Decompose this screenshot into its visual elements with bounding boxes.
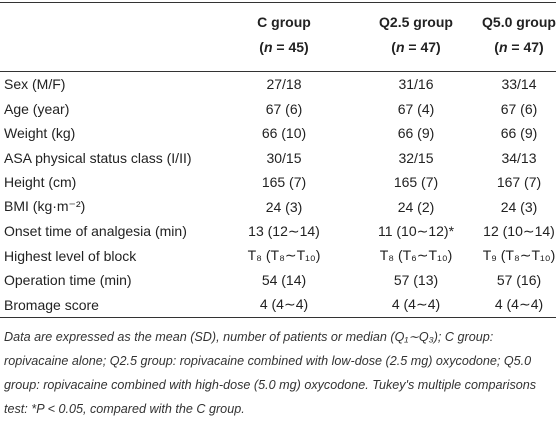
table-row: ASA physical status class (I/II) 30/15 32/… (0, 146, 556, 171)
row-label: Age (year) (4, 100, 70, 117)
table-cell: T₉ (T₈∼T₁₀) (482, 247, 556, 264)
header-row: C group Q2.5 group Q5.0 group (0, 2, 556, 37)
table-cell: 12 (10∼14) (483, 222, 555, 239)
row-label: Onset time of analgesia (min) (4, 223, 187, 240)
table-row: Weight (kg) 66 (10) 66 (9) 66 (9) (0, 121, 556, 146)
header-row: (n = 45) (n = 47) (n = 47) (0, 37, 556, 72)
row-label: ASA physical status class (I/II) (4, 149, 192, 166)
table-cell: 66 (10) (261, 125, 307, 142)
column-count: (n = 47) (482, 37, 556, 72)
count-part: ( (391, 39, 396, 55)
table-row: Onset time of analgesia (min) 13 (12∼14) 1… (0, 219, 556, 244)
row-label: Bromage score (0, 292, 218, 318)
row-label: BMI (kg·m⁻²) (4, 198, 86, 215)
table-cell: 30/15 (266, 149, 302, 166)
table-cell: 13 (12∼14) (248, 222, 320, 239)
count-part: n (263, 39, 273, 55)
count-part: n (498, 39, 508, 55)
table-cell: 24 (3) (500, 198, 538, 215)
count-part: ( (494, 39, 499, 55)
table-cell: 167 (7) (496, 174, 542, 191)
count-part: = 47) (507, 39, 544, 55)
table-cell: 66 (9) (500, 125, 538, 142)
table-cell: 54 (14) (261, 272, 307, 289)
table-cell: 67 (4) (397, 100, 435, 117)
table-cell: 24 (2) (397, 198, 435, 215)
table-cell: 165 (7) (261, 174, 307, 191)
table-cell: 4 (4∼4) (218, 292, 350, 318)
table-row: Operation time (min) 54 (14) 57 (13) 57 (16… (0, 268, 556, 293)
count-part: = 47) (404, 39, 441, 55)
data-table: C group Q2.5 group Q5.0 group (n = 45) (n =… (0, 2, 556, 318)
table-row: Sex (M/F) 27/18 31/16 33/14 (0, 72, 556, 97)
table-cell: T₈ (T₈∼T₁₀) (247, 247, 321, 264)
table-row: Age (year) 67 (6) 67 (4) 67 (6) (0, 97, 556, 122)
table-cell: 34/13 (501, 149, 537, 166)
header-cell (0, 37, 218, 72)
table-cell: 165 (7) (393, 174, 439, 191)
table-cell: 31/16 (398, 76, 434, 93)
table-header: C group Q2.5 group Q5.0 group (n = 45) (n =… (0, 2, 556, 72)
table-row: Bromage score 4 (4∼4) 4 (4∼4) 4 (4∼4) (0, 292, 556, 318)
table-cell: 24 (3) (265, 198, 303, 215)
table-note: Data are expressed as the mean (SD), num… (4, 330, 537, 416)
header-cell (0, 2, 218, 37)
row-label: Sex (M/F) (4, 76, 66, 93)
row-label: Height (cm) (4, 174, 77, 191)
table-cell: 11 (10∼12)* (377, 222, 455, 239)
table-cell: T₈ (T₆∼T₁₀) (379, 247, 453, 264)
table-cell: 33/14 (501, 76, 537, 93)
table-cell: 66 (9) (397, 125, 435, 142)
table-cell: 32/15 (398, 149, 434, 166)
row-label: Weight (kg) (4, 125, 76, 142)
table-cell: 27/18 (266, 76, 302, 93)
table-cell: 4 (4∼4) (350, 292, 482, 318)
column-name: Q2.5 group (350, 2, 482, 37)
table-row: Height (cm) 165 (7) 165 (7) 167 (7) (0, 170, 556, 195)
count-part: n (395, 39, 405, 55)
table-cell: 67 (6) (500, 100, 538, 117)
table-body: Sex (M/F) 27/18 31/16 33/14 Age (year) 67 (6)… (0, 72, 556, 318)
count-part: = 45) (272, 39, 309, 55)
count-part: ( (259, 39, 264, 55)
table-row: Highest level of block T₈ (T₈∼T₁₀) T₈ (T₆∼… (0, 244, 556, 269)
column-name: C group (218, 2, 350, 37)
table-cell: 57 (16) (496, 272, 542, 289)
row-label: Highest level of block (4, 247, 137, 264)
row-label: Operation time (min) (4, 272, 132, 289)
table-cell: 67 (6) (265, 100, 303, 117)
column-name: Q5.0 group (482, 2, 556, 37)
column-count: (n = 45) (218, 37, 350, 72)
table-cell: 57 (13) (393, 272, 439, 289)
column-count: (n = 47) (350, 37, 482, 72)
table-row: BMI (kg·m⁻²) 24 (3) 24 (2) 24 (3) (0, 195, 556, 220)
table-cell: 4 (4∼4) (482, 292, 556, 318)
